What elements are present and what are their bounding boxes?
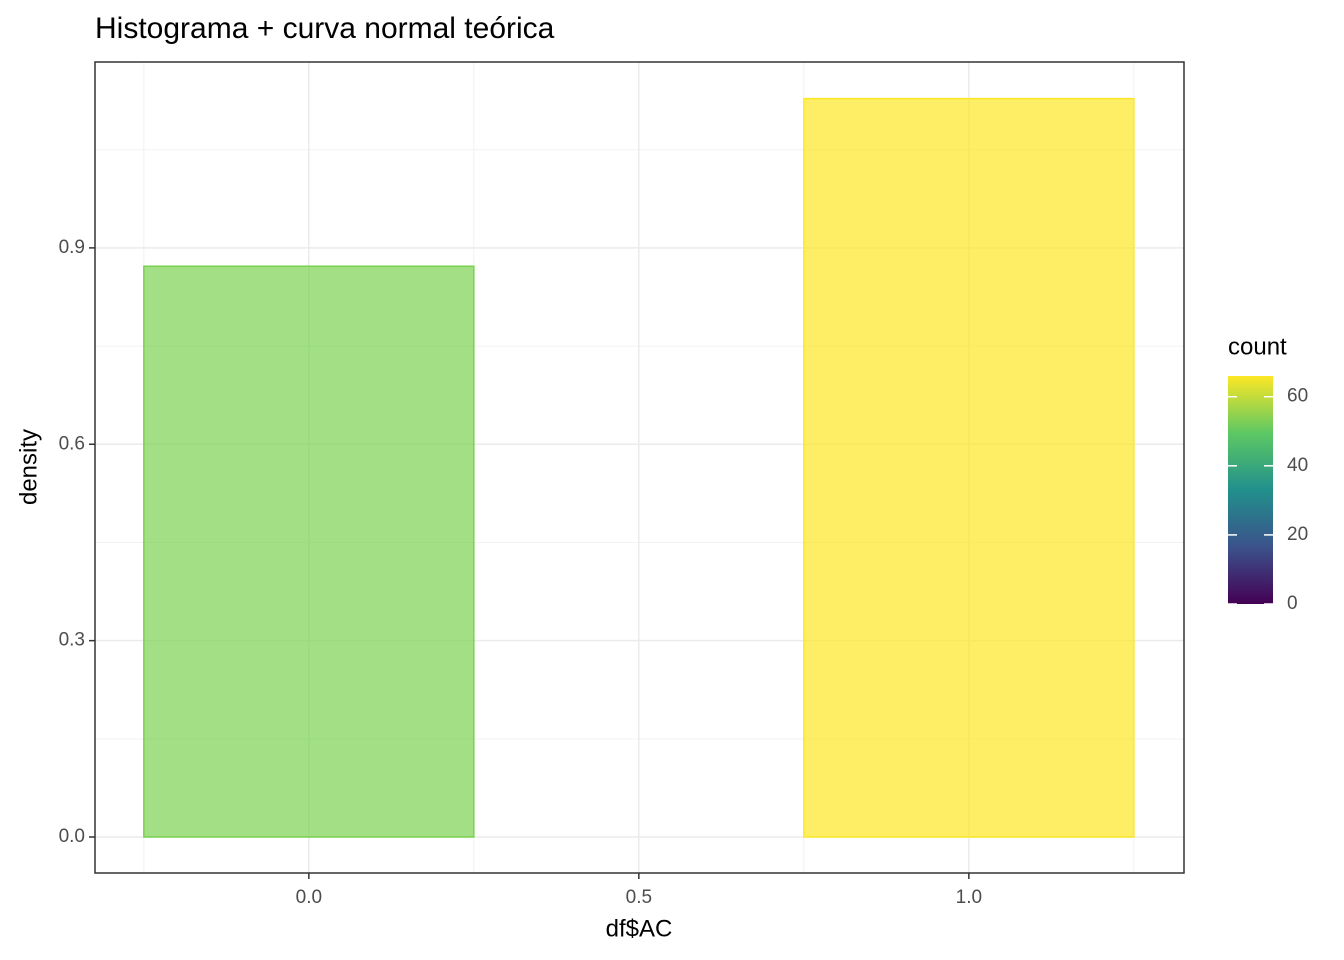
colorbar-label: 0: [1287, 593, 1298, 614]
y-tick-label: 0.3: [59, 630, 85, 651]
chart-title: Histograma + curva normal teórica: [95, 12, 555, 45]
y-tick-label: 0.0: [59, 826, 85, 847]
x-tick-label: 0.5: [626, 887, 652, 908]
x-tick-label: 1.0: [956, 887, 982, 908]
panel-border: [94, 61, 1185, 874]
colorbar-label: 40: [1287, 455, 1308, 476]
y-tick-label: 0.9: [59, 237, 85, 258]
histogram-bar: [803, 97, 1135, 838]
y-axis-title: density: [15, 429, 42, 505]
x-axis-title: df$AC: [606, 915, 673, 942]
colorbar-label: 60: [1287, 386, 1308, 407]
histogram-bar: [143, 265, 475, 838]
y-tick-label: 0.6: [59, 433, 85, 454]
colorbar-label: 20: [1287, 524, 1308, 545]
colorbar: [1228, 376, 1273, 604]
x-tick-label: 0.0: [296, 887, 322, 908]
legend-title: count: [1228, 333, 1287, 360]
